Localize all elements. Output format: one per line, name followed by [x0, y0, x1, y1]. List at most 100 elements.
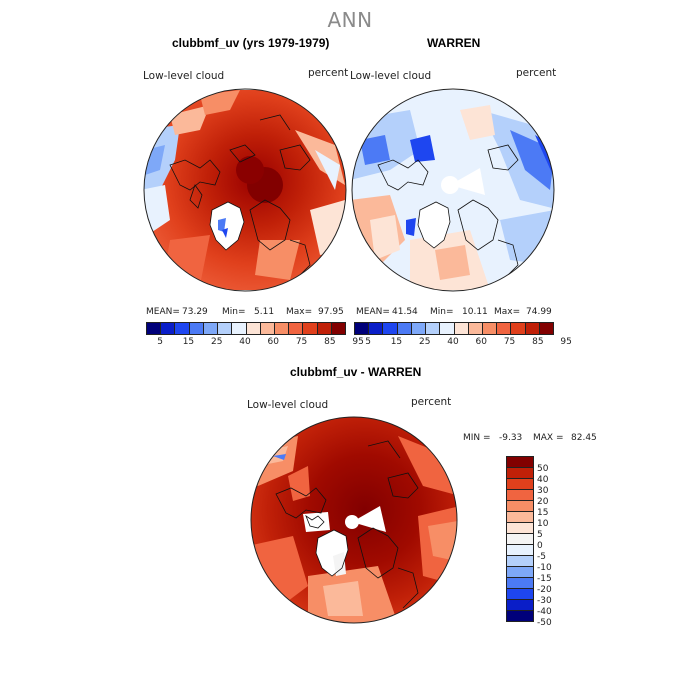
max-value-model: 97.95: [318, 307, 344, 317]
polar-map-obs: [351, 88, 555, 292]
max-label-obs: Max=: [494, 307, 521, 317]
field-label-obs: Low-level cloud: [350, 70, 432, 82]
panel-title-obs: WARREN: [427, 36, 481, 50]
colorbar-obs: [354, 322, 554, 335]
colorbar-diff-tick-label: -30: [537, 595, 552, 606]
colorbar-obs-swatch: [453, 323, 468, 334]
min-value-model: 5.11: [254, 307, 275, 317]
colorbar-obs-tick-label: 60: [475, 337, 487, 347]
colorbar-diff-swatch: [507, 588, 533, 599]
colorbar-diff-swatch: [507, 500, 533, 511]
colorbar-diff-tick-label: -10: [537, 562, 552, 573]
colorbar-diff-swatch: [507, 566, 533, 577]
colorbar-diff: [506, 456, 534, 622]
mean-label-obs: MEAN=: [356, 307, 390, 317]
colorbar-model-swatch: [217, 323, 232, 334]
colorbar-model-tick-label: 40: [239, 337, 251, 347]
colorbar-obs-swatch: [439, 323, 454, 334]
colorbar-obs-swatch: [355, 323, 369, 334]
polar-map-model: [143, 88, 347, 292]
colorbar-labels-diff: 50 40 30 20 15 10 5 0 -5 -10 -15 -20 -30 -40 -50: [537, 456, 577, 627]
field-label-diff: Low-level cloud: [247, 399, 329, 411]
colorbar-model-swatch: [174, 323, 189, 334]
max-label-model: Max=: [286, 307, 313, 317]
colorbar-model-tick-label: 5: [157, 337, 163, 347]
max-value-diff: 82.45: [571, 433, 597, 443]
mean-label-model: MEAN=: [146, 307, 180, 317]
colorbar-obs-swatch: [425, 323, 440, 334]
colorbar-model-swatch: [273, 323, 289, 334]
colorbar-model-swatch: [202, 323, 218, 334]
units-label-diff: percent: [411, 396, 452, 408]
colorbar-obs-tick-label: 75: [503, 337, 516, 347]
colorbar-diff-tick-label: -15: [537, 573, 552, 584]
colorbar-obs-swatch: [368, 323, 383, 334]
max-value-obs: 74.99: [526, 307, 552, 317]
colorbar-obs-swatch: [396, 323, 411, 334]
panel-title-model: clubbmf_uv (yrs 1979-1979): [172, 36, 330, 50]
colorbar-model-tick-label: 95: [352, 337, 364, 347]
colorbar-obs-swatch: [481, 323, 497, 334]
min-label-obs: Min=: [430, 307, 454, 317]
colorbar-model-swatch: [245, 323, 260, 334]
colorbar-model-swatch: [147, 323, 161, 334]
max-label-diff: MAX =: [533, 433, 564, 443]
colorbar-model-tick-label: 15: [182, 337, 195, 347]
colorbar-model: [146, 322, 346, 335]
colorbar-diff-swatch: [507, 577, 533, 588]
field-label-model: Low-level cloud: [143, 70, 225, 82]
colorbar-diff-swatch: [507, 610, 533, 621]
colorbar-model-swatch: [188, 323, 203, 334]
colorbar-obs-swatch: [467, 323, 482, 334]
colorbar-model-tick-label: 85: [324, 337, 336, 347]
colorbar-labels-obs: 5 15 25 40 60 75 85 95: [354, 337, 572, 349]
colorbar-obs-tick-label: 40: [447, 337, 459, 347]
colorbar-diff-swatch: [507, 489, 533, 500]
colorbar-diff-tick-label: 40: [537, 475, 549, 486]
colorbar-diff-tick-label: 0: [537, 541, 543, 551]
colorbar-model-swatch: [288, 323, 303, 334]
colorbar-diff-swatch: [507, 599, 533, 610]
colorbar-diff-swatch: [507, 457, 533, 467]
colorbar-diff-swatch: [507, 555, 533, 566]
colorbar-diff-swatch: [507, 522, 533, 533]
min-label-model: Min=: [222, 307, 246, 317]
colorbar-obs-swatch: [510, 323, 525, 334]
min-value-obs: 10.11: [462, 307, 488, 317]
min-label-diff: MIN =: [463, 433, 491, 443]
colorbar-diff-tick-label: 5: [537, 530, 543, 541]
colorbar-model-swatch: [160, 323, 175, 334]
colorbar-model-tick-label: 25: [210, 337, 223, 347]
colorbar-model-tick-label: 75: [295, 337, 308, 347]
colorbar-diff-swatch: [507, 544, 533, 555]
polar-map-diff: [250, 416, 458, 624]
colorbar-labels-model: 5 15 25 40 60 75 85 95: [146, 337, 364, 349]
panel-title-diff: clubbmf_uv - WARREN: [290, 365, 422, 379]
colorbar-diff-tick-label: 10: [537, 519, 549, 530]
colorbar-diff-swatch: [507, 467, 533, 478]
mean-value-model: 73.29: [182, 307, 208, 317]
colorbar-diff-tick-label: 15: [537, 508, 549, 519]
colorbar-obs-tick-label: 15: [390, 337, 403, 347]
colorbar-model-swatch: [316, 323, 331, 334]
colorbar-diff-tick-label: 50: [537, 464, 549, 475]
colorbar-diff-tick-label: -20: [537, 584, 552, 595]
colorbar-diff-tick-label: 30: [537, 486, 549, 497]
colorbar-obs-swatch: [538, 323, 554, 334]
colorbar-diff-tick-label: -50: [537, 617, 552, 628]
colorbar-model-swatch: [259, 323, 274, 334]
colorbar-obs-tick-label: 95: [560, 337, 572, 347]
units-label-model: percent: [308, 67, 349, 79]
colorbar-diff-swatch: [507, 511, 533, 522]
colorbar-obs-swatch: [382, 323, 397, 334]
colorbar-obs-swatch: [524, 323, 539, 334]
colorbar-diff-swatch: [507, 478, 533, 489]
colorbar-obs-tick-label: 5: [365, 337, 371, 347]
colorbar-diff-tick-label: -40: [537, 606, 552, 617]
colorbar-model-tick-label: 60: [267, 337, 279, 347]
colorbar-obs-tick-label: 85: [532, 337, 544, 347]
colorbar-diff-tick-label: 20: [537, 497, 549, 508]
colorbar-model-swatch: [231, 323, 246, 334]
min-value-diff: -9.33: [499, 433, 523, 443]
colorbar-model-swatch: [302, 323, 317, 334]
